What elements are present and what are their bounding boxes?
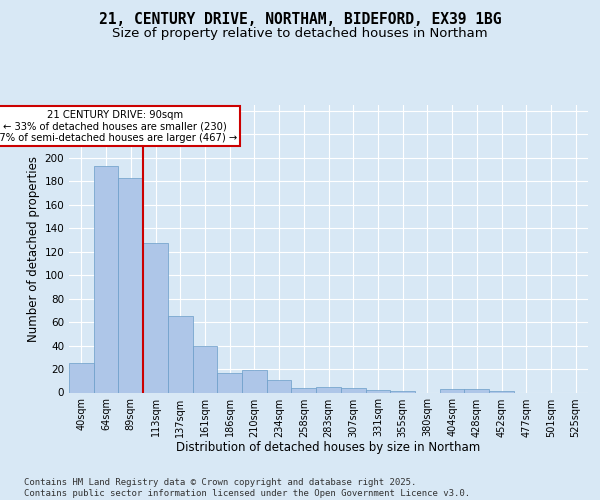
X-axis label: Distribution of detached houses by size in Northam: Distribution of detached houses by size … [176, 441, 481, 454]
Bar [464, 389, 489, 392]
Bar [365, 390, 390, 392]
Bar [168, 316, 193, 392]
Bar [316, 386, 341, 392]
Bar [440, 389, 464, 392]
Text: 21 CENTURY DRIVE: 90sqm
← 33% of detached houses are smaller (230)
67% of semi-d: 21 CENTURY DRIVE: 90sqm ← 33% of detache… [0, 110, 237, 143]
Bar [94, 166, 118, 392]
Bar [242, 370, 267, 392]
Bar [69, 363, 94, 392]
Bar [193, 346, 217, 393]
Text: 21, CENTURY DRIVE, NORTHAM, BIDEFORD, EX39 1BG: 21, CENTURY DRIVE, NORTHAM, BIDEFORD, EX… [99, 12, 501, 26]
Bar [341, 388, 365, 392]
Bar [292, 388, 316, 392]
Bar [143, 244, 168, 392]
Bar [217, 372, 242, 392]
Y-axis label: Number of detached properties: Number of detached properties [27, 156, 40, 342]
Bar [267, 380, 292, 392]
Text: Contains HM Land Registry data © Crown copyright and database right 2025.
Contai: Contains HM Land Registry data © Crown c… [24, 478, 470, 498]
Bar [118, 178, 143, 392]
Text: Size of property relative to detached houses in Northam: Size of property relative to detached ho… [112, 28, 488, 40]
